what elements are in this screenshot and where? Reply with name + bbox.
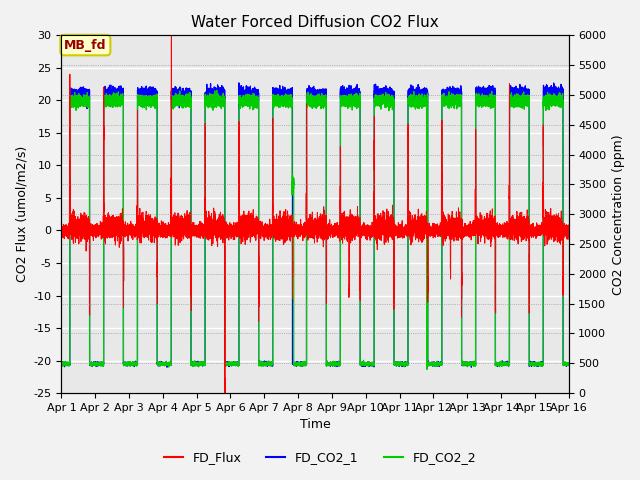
Legend: FD_Flux, FD_CO2_1, FD_CO2_2: FD_Flux, FD_CO2_1, FD_CO2_2 bbox=[159, 446, 481, 469]
Y-axis label: CO2 Flux (umol/m2/s): CO2 Flux (umol/m2/s) bbox=[15, 146, 28, 282]
Y-axis label: CO2 Concentration (ppm): CO2 Concentration (ppm) bbox=[612, 134, 625, 295]
Text: MB_fd: MB_fd bbox=[64, 38, 107, 51]
Title: Water Forced Diffusion CO2 Flux: Water Forced Diffusion CO2 Flux bbox=[191, 15, 439, 30]
X-axis label: Time: Time bbox=[300, 419, 330, 432]
